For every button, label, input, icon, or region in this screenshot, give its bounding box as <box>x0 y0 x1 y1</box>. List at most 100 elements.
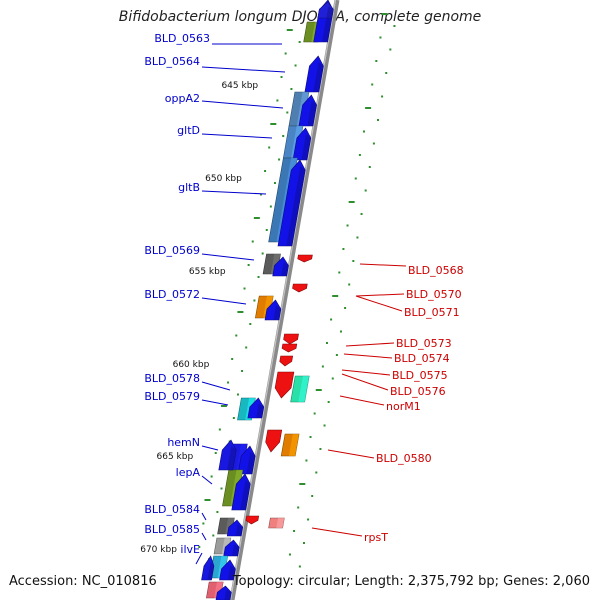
scale-tick <box>352 260 355 262</box>
forward-leader-line <box>195 552 203 565</box>
scale-tick <box>319 448 322 450</box>
reverse-cds-arrow <box>265 429 283 453</box>
reverse-gene-label[interactable]: BLD_0580 <box>376 452 432 465</box>
reverse-cds-arrow <box>245 515 260 525</box>
reverse-gene-label[interactable]: BLD_0574 <box>394 352 450 365</box>
reverse-cds-arrow-body <box>245 515 260 525</box>
forward-leader-line <box>201 399 229 406</box>
scale-tick <box>227 381 230 384</box>
scale-tick <box>389 48 392 51</box>
scale-tick <box>342 248 345 250</box>
reverse-gene-label[interactable]: BLD_0568 <box>408 264 464 277</box>
reverse-leader-line <box>355 293 405 297</box>
kbp-label: 665 kbp <box>157 452 194 462</box>
forward-gene-label[interactable]: BLD_0569 <box>144 244 200 257</box>
scale-tick <box>204 499 211 501</box>
scale-tick <box>377 119 379 121</box>
scale-tick <box>253 217 260 219</box>
scale-tick <box>269 205 272 208</box>
forward-gene-label[interactable]: lepA <box>176 466 201 479</box>
reverse-leader-line <box>311 527 363 537</box>
scale-tick <box>261 252 264 255</box>
reverse-gene-label[interactable]: rpsT <box>364 531 388 544</box>
forward-cds-arrow-side <box>207 562 214 580</box>
scale-tick <box>311 495 314 497</box>
scale-tick <box>210 475 213 478</box>
scale-tick <box>298 565 301 568</box>
reverse-leader-line <box>345 342 395 347</box>
forward-gene-label[interactable]: BLD_0579 <box>144 390 200 403</box>
forward-cds-arrow <box>298 94 317 127</box>
scale-tick <box>338 271 341 274</box>
reverse-leader-line <box>355 295 403 312</box>
forward-leader-line <box>201 253 255 261</box>
reverse-gene-label[interactable]: BLD_0570 <box>406 288 462 301</box>
kbp-label: 655 kbp <box>189 267 226 277</box>
forward-cds-arrow-side <box>235 524 243 536</box>
reverse-gene-label[interactable]: BLD_0573 <box>396 337 452 350</box>
forward-gene-label[interactable]: oppA2 <box>165 92 200 105</box>
forward-gene-label[interactable]: hemN <box>167 436 200 449</box>
scale-tick <box>265 229 268 231</box>
forward-cds-arrow <box>223 539 240 557</box>
forward-gene-label[interactable]: BLD_0585 <box>144 523 200 536</box>
forward-cds-arrow <box>218 439 237 471</box>
scale-tick <box>247 264 250 266</box>
forward-cds-arrow <box>226 519 244 537</box>
leader-line-layer <box>195 43 407 565</box>
scale-tick <box>331 377 334 380</box>
forward-leader-line <box>201 445 219 451</box>
forward-cds-arrow-side <box>307 101 317 126</box>
scale-tick <box>302 542 305 544</box>
forward-cds-arrow <box>247 397 265 419</box>
forward-gene-label[interactable]: ilvE <box>180 543 200 556</box>
scale-tick <box>297 506 300 509</box>
scale-tick <box>218 428 221 431</box>
scale-tick <box>231 358 234 360</box>
scale-tick <box>348 201 355 203</box>
forward-cds-arrow-side <box>256 403 264 418</box>
forward-feature-box-shine <box>263 296 274 318</box>
scale-tick <box>259 193 262 196</box>
reverse-gene-label[interactable]: norM1 <box>386 400 421 413</box>
scale-tick <box>298 41 301 43</box>
forward-cds-arrow <box>237 445 256 475</box>
label-layer: 645 kbp 650 kbp 655 kbp 660 kbp 665 kbp 670 k… <box>140 32 463 556</box>
scale-tick <box>307 518 310 521</box>
forward-cds-arrow <box>277 159 306 247</box>
forward-gene-label[interactable]: BLD_0584 <box>144 503 200 516</box>
forward-gene-label[interactable]: gltB <box>178 181 200 194</box>
forward-gene-label[interactable]: gltD <box>177 124 200 137</box>
forward-cds-arrow-side <box>240 480 251 510</box>
scale-tick <box>251 240 254 243</box>
reverse-feature-box <box>280 433 300 457</box>
forward-leader-line <box>201 532 207 541</box>
forward-cds-arrow-side <box>232 544 240 556</box>
forward-cds-arrow-side <box>227 446 237 470</box>
reverse-feature-box-shine <box>298 376 310 402</box>
scale-tick <box>385 72 388 74</box>
scale-tick <box>294 64 297 67</box>
reverse-gene-label[interactable]: BLD_0575 <box>392 369 448 382</box>
scale-tick <box>293 530 296 532</box>
forward-cds-arrow <box>317 1 334 19</box>
reverse-gene-label[interactable]: BLD_0576 <box>390 385 446 398</box>
forward-gene-label[interactable]: BLD_0564 <box>144 55 200 68</box>
reverse-cds-arrow <box>279 355 294 367</box>
forward-leader-line <box>201 100 284 109</box>
scale-tick <box>282 135 285 137</box>
reverse-gene-label[interactable]: BLD_0571 <box>404 306 460 319</box>
scale-tick <box>264 170 267 172</box>
scale-tick <box>268 146 271 149</box>
forward-gene-label[interactable]: BLD_0572 <box>144 288 200 301</box>
reverse-cds-arrow-body <box>297 254 313 263</box>
reverse-cds-arrow <box>283 333 299 345</box>
reverse-leader-line <box>359 263 407 267</box>
forward-gene-label[interactable]: BLD_0563 <box>154 32 210 45</box>
forward-gene-label[interactable]: BLD_0578 <box>144 372 200 385</box>
forward-cds-arrow <box>219 559 236 581</box>
genome-title: Bifidobacterium longum DJO10A, complete … <box>118 9 482 25</box>
scale-tick <box>288 553 291 556</box>
scale-tick <box>381 13 388 15</box>
forward-cds-arrow-side <box>273 305 281 320</box>
